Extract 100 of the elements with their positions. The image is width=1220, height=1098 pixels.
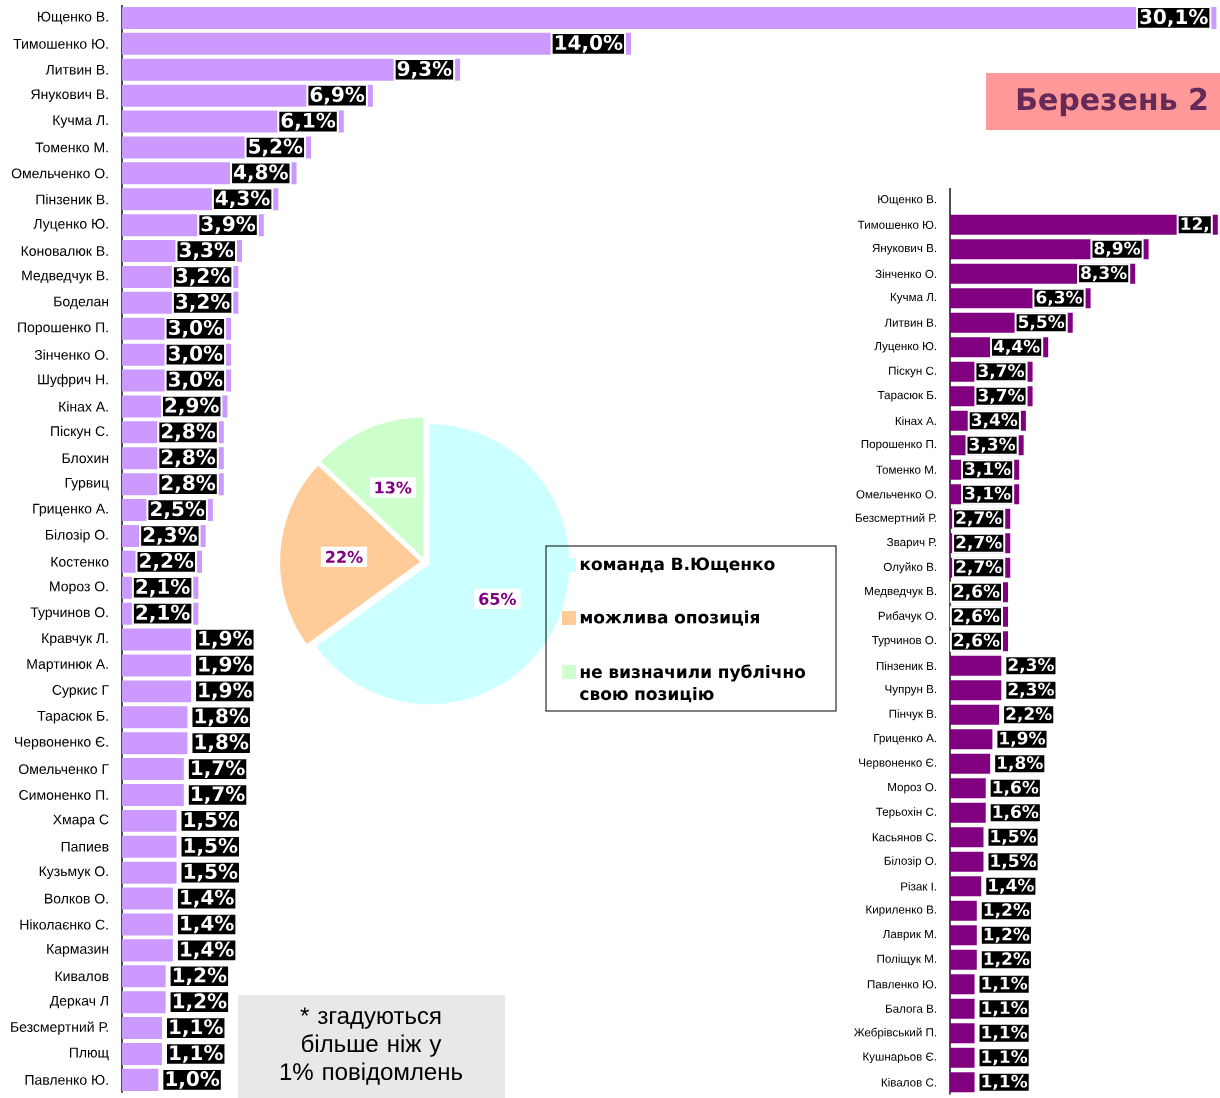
data-label: 1,4% <box>181 941 234 960</box>
bar <box>950 729 993 750</box>
bar <box>122 706 188 729</box>
data-label: 1,9% <box>199 656 252 675</box>
y-tick-label: Кучма Л. <box>53 115 108 128</box>
y-tick-label: Жебрівський П. <box>853 1027 937 1039</box>
bar <box>950 998 975 1019</box>
y-tick-label: Симоненко П. <box>19 790 108 800</box>
data-label: 2,8% <box>161 423 216 442</box>
data-label: 2,2% <box>1006 707 1052 723</box>
data-label: 1,5% <box>991 829 1037 845</box>
y-tick-label: Турчинов О. <box>30 607 108 621</box>
data-label: 2,5% <box>151 501 205 519</box>
bar <box>122 758 184 781</box>
y-tick-label: Янукович В. <box>31 89 108 102</box>
y-tick-label: Лаврик М. <box>882 930 937 941</box>
bar <box>950 655 1002 676</box>
y-tick-label: Гриценко А. <box>874 734 937 745</box>
y-tick-label: Кравчук Л. <box>42 633 108 646</box>
y-tick-label: Пінзеник В. <box>876 661 937 671</box>
data-label: 3,9% <box>201 216 256 235</box>
y-tick-label: Суркис Г <box>52 685 109 698</box>
y-tick-label: Литвин В. <box>884 318 937 327</box>
legend-label: не визначили публічно свою позицію <box>580 664 806 703</box>
chart-title: Березень 2 <box>1017 87 1207 117</box>
bar <box>122 783 184 806</box>
bar <box>122 628 192 651</box>
y-tick-label: Піскун С. <box>889 366 937 378</box>
y-tick-label: Павленко Ю. <box>25 1074 108 1085</box>
data-label: 1,8% <box>998 756 1043 772</box>
data-label: 3,2% <box>176 294 230 312</box>
y-tick-label: Ющенко В. <box>38 11 108 25</box>
data-label: 1,5% <box>184 863 238 882</box>
y-tick-label: Касьянов С. <box>872 833 937 842</box>
data-label: 12, <box>1181 217 1209 233</box>
y-tick-label: Кінах А. <box>59 401 108 412</box>
data-label: 8,9% <box>1094 241 1141 257</box>
y-tick-label: Ківалов С. <box>881 1078 936 1087</box>
data-label: 4,8% <box>233 164 288 183</box>
data-label: 1,4% <box>989 878 1034 894</box>
data-label: 1,4% <box>181 889 234 908</box>
y-tick-label: Луценко Ю. <box>33 218 108 232</box>
data-label: 2,7% <box>956 560 1002 576</box>
y-tick-label: Зінченко О. <box>34 349 108 360</box>
bar <box>122 991 166 1014</box>
data-label: 6,3% <box>1036 290 1083 306</box>
y-tick-label: Павленко Ю. <box>867 980 936 989</box>
bar <box>950 802 986 823</box>
y-tick-label: Волков О. <box>45 893 108 904</box>
data-label: 1,9% <box>1000 731 1046 747</box>
y-tick-label: Терьохін С. <box>876 807 936 819</box>
data-label: 3,7% <box>978 364 1025 380</box>
data-label: 3,0% <box>168 371 223 390</box>
y-tick-label: Папиев <box>61 841 109 852</box>
data-label: 1,8% <box>195 708 249 727</box>
data-label: 1,7% <box>192 786 245 804</box>
y-tick-label: Порошенко П. <box>861 440 937 451</box>
data-label: 3,3% <box>179 242 234 260</box>
y-tick-label: Порошенко П. <box>18 322 108 336</box>
data-label: 5,5% <box>1018 315 1065 331</box>
bar <box>950 704 1000 725</box>
bar <box>122 965 166 988</box>
bar <box>950 680 1002 701</box>
bar <box>122 6 1217 29</box>
data-label: 2,1% <box>136 604 190 623</box>
bar <box>122 809 177 832</box>
y-tick-label: Мороз О. <box>888 783 936 794</box>
data-label: 1,6% <box>993 805 1039 821</box>
y-tick-label: Мороз О. <box>50 581 108 595</box>
y-tick-label: Пінчук В. <box>889 709 937 721</box>
data-label: 2,1% <box>136 578 190 597</box>
y-tick-label: Гурвиц <box>65 477 109 491</box>
data-label: 2,6% <box>954 633 1000 649</box>
data-label: 2,8% <box>161 449 216 468</box>
y-tick-label: Білозір О. <box>884 856 936 868</box>
bar <box>950 778 986 799</box>
y-tick-label: Балога В. <box>885 1004 936 1013</box>
y-tick-label: Янукович В. <box>872 244 937 255</box>
y-tick-label: Томенко М. <box>876 465 937 474</box>
data-label: 1,0% <box>166 1071 220 1089</box>
y-tick-label: Кузьмук О. <box>39 866 108 880</box>
data-label: 1,1% <box>982 976 1028 992</box>
bar <box>122 1068 159 1091</box>
data-label: 14,0% <box>555 35 623 53</box>
data-label: 2,3% <box>143 527 198 545</box>
y-tick-label: Тарасюк Б. <box>877 391 936 402</box>
data-label: 3,1% <box>965 486 1011 502</box>
y-tick-label: Хмара С <box>53 814 109 828</box>
bar <box>122 680 192 703</box>
bar <box>122 835 177 858</box>
data-label: 2,3% <box>1008 682 1054 698</box>
y-tick-label: Тарасюк Б. <box>37 711 108 724</box>
y-tick-label: Коновалюк В. <box>21 246 108 256</box>
data-label: 1,1% <box>982 1074 1028 1090</box>
data-label: 2,6% <box>954 584 1000 600</box>
data-label: 3,4% <box>971 413 1018 429</box>
bar <box>122 1042 162 1065</box>
legend-label: можлива опозиція <box>580 610 759 626</box>
y-tick-label: Пінзеник В. <box>36 194 108 205</box>
data-label: 1,1% <box>170 1045 223 1063</box>
